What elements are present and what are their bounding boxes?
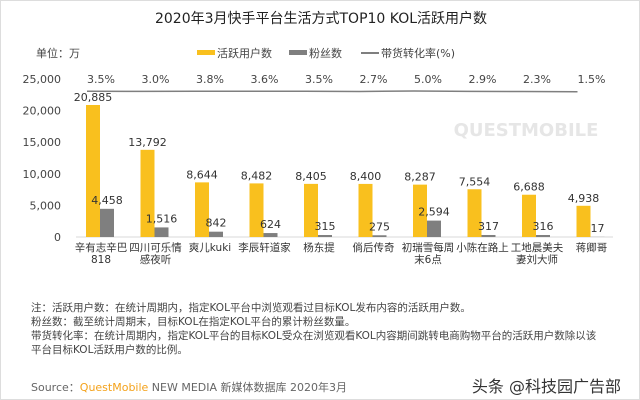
bar-fans [154, 227, 169, 237]
x-tick-label: 杨东提 [303, 242, 335, 254]
bar-active-users [140, 149, 155, 237]
data-label-active-users: 8,644 [186, 168, 218, 181]
source-prefix: Source： [31, 381, 80, 394]
data-label-fans: 1,516 [146, 212, 178, 225]
data-label-active-users: 8,400 [350, 170, 382, 183]
data-label-fans: 4,458 [91, 194, 123, 207]
chart-title: 2020年3月快手平台生活方式TOP10 KOL活跃用户数 [155, 10, 487, 27]
source-line: Source：QuestMobile NEW MEDIA 新媒体数据库 2020… [31, 379, 347, 395]
x-tick-label: 蒋卿哥 [575, 242, 608, 254]
data-label-fans: 275 [369, 220, 390, 233]
data-label-fans: 842 [206, 217, 227, 230]
data-label-rate: 2.3% [523, 73, 551, 86]
note-line-3: 带货转化率：在统计周期内，指定KOL平台的目标KOL受众在浏览观看KOL内容期间… [31, 330, 597, 342]
bar-active-users [304, 183, 318, 237]
legend-label-rate: 带货转化率(%) [381, 46, 455, 60]
x-tick-label: 初瑞雪每周末6点 [401, 242, 455, 266]
bar-fans [209, 231, 223, 237]
data-label-fans: 17 [591, 222, 605, 235]
legend-swatch-fans [289, 50, 307, 55]
data-label-active-users: 8,287 [404, 171, 436, 184]
data-label-rate: 3.8% [196, 73, 224, 86]
data-label-rate: 2.9% [469, 73, 497, 86]
legend-swatch-active [197, 50, 215, 55]
bar-active-users [358, 183, 373, 237]
data-label-rate: 3.5% [305, 73, 333, 86]
bar-active-users [576, 205, 591, 237]
x-tick-label: 四川可乐情感夜听 [129, 242, 182, 266]
x-tick-label: 倘后传奇 [352, 242, 395, 254]
bar-active-users [467, 189, 482, 237]
data-label-rate: 2.7% [360, 73, 388, 86]
legend-label-fans: 粉丝数 [309, 47, 342, 60]
credit-watermark: 头条 @科技园广告部 [471, 377, 621, 396]
data-label-rate: 5.0% [414, 73, 442, 86]
bar-active-users [522, 194, 536, 237]
bar-fans [318, 235, 332, 237]
data-label-active-users: 13,792 [128, 136, 167, 149]
data-label-active-users: 8,482 [241, 169, 273, 182]
y-tick-label: 0 [54, 231, 61, 241]
bar-active-users [86, 105, 100, 237]
data-label-active-users: 7,554 [459, 175, 491, 188]
watermark: QUESTMOBILE [454, 120, 599, 141]
source-rest: NEW MEDIA 新媒体数据库 2020年3月 [148, 381, 348, 394]
y-tick-label: 25,000 [23, 73, 62, 86]
data-label-active-users: 8,405 [295, 170, 327, 183]
bar-active-users [195, 182, 209, 237]
note-line-2: 粉丝数：截至统计周期末，目标KOL在指定KOL平台的累计粉丝数量。 [31, 316, 356, 328]
legend: 活跃用户数 粉丝数 带货转化率(%) [197, 46, 455, 60]
data-label-fans: 624 [260, 218, 281, 231]
bar-fans [372, 235, 387, 237]
data-label-active-users: 4,938 [568, 192, 600, 205]
bar-active-users [249, 183, 264, 237]
data-label-fans: 2,594 [418, 206, 450, 219]
data-label-fans: 317 [478, 220, 499, 233]
note-line-4: 平台目标KOL活跃用户数的比例。 [31, 344, 188, 356]
source-brand: QuestMobile [79, 381, 149, 394]
y-tick-label: 10,000 [23, 168, 62, 181]
legend-label-active: 活跃用户数 [217, 46, 272, 60]
bar-fans [481, 234, 496, 237]
bar-fans [427, 220, 441, 237]
y-tick-label: 20,000 [23, 105, 62, 118]
note-line-1: 注：活跃用户数：在统计周期内，指定KOL平台中浏览观看过目标KOL发布内容的活跃… [31, 302, 471, 314]
data-label-rate: 3.6% [251, 73, 279, 86]
chart-svg: 2020年3月快手平台生活方式TOP10 KOL活跃用户数 单位：万 活跃用户数… [23, 10, 613, 241]
x-tick-label: 小陈在路上 [456, 242, 509, 254]
x-tick-label: 辛有志辛巴818 [74, 242, 128, 266]
bar-fans [263, 233, 278, 237]
data-label-active-users: 6,688 [513, 181, 545, 194]
y-tick-label: 5,000 [30, 199, 62, 212]
data-label-fans: 315 [315, 220, 336, 233]
data-label-rate: 3.5% [87, 73, 115, 86]
unit-label: 单位：万 [36, 46, 80, 60]
bar-active-users [413, 184, 427, 237]
data-label-rate: 3.0% [142, 73, 170, 86]
x-tick-label: 工地晨美夫妻刘大师 [510, 242, 564, 266]
data-label-rate: 1.5% [578, 73, 606, 86]
x-tick-label: 爽儿kuki [188, 242, 232, 254]
data-label-fans: 316 [533, 220, 554, 233]
bar-fans [100, 208, 114, 237]
data-label-active-users: 20,885 [74, 91, 113, 104]
x-tick-label: 李辰轩道家 [238, 242, 291, 254]
rate-line [86, 90, 578, 93]
bar-fans [536, 235, 550, 237]
y-tick-label: 15,000 [23, 136, 62, 149]
